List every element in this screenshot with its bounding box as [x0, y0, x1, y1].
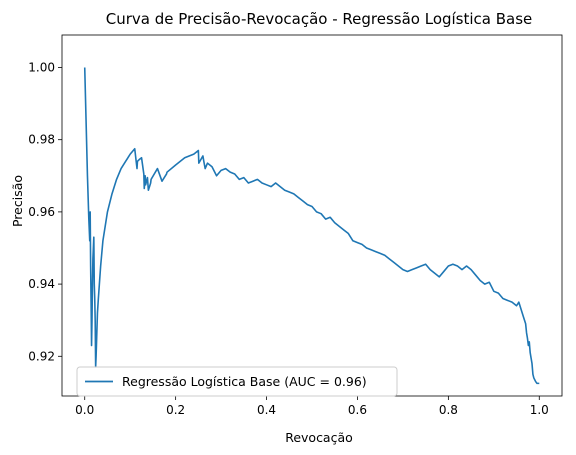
x-tick-label: 0.6	[348, 403, 367, 417]
x-tick-label: 0.4	[257, 403, 276, 417]
x-axis-label: Revocação	[285, 430, 353, 445]
plot-frame	[62, 35, 562, 396]
chart-title: Curva de Precisão-Revocação - Regressão …	[106, 10, 533, 28]
y-axis-label: Precisão	[10, 175, 25, 227]
x-tick-label: 0.8	[439, 403, 458, 417]
y-tick-label: 0.92	[28, 349, 55, 363]
y-axis-ticks: 0.92 0.94 0.96 0.98 1.00	[28, 60, 62, 363]
y-tick-label: 1.00	[28, 60, 55, 74]
y-tick-label: 0.98	[28, 133, 55, 147]
x-tick-label: 0.0	[75, 403, 94, 417]
legend-label: Regressão Logística Base (AUC = 0.96)	[122, 374, 367, 389]
y-tick-label: 0.94	[28, 277, 55, 291]
series-line-0	[85, 67, 540, 383]
y-tick-label: 0.96	[28, 205, 55, 219]
x-tick-label: 0.2	[166, 403, 185, 417]
x-axis-ticks: 0.0 0.2 0.4 0.6 0.8 1.0	[75, 396, 549, 417]
legend: Regressão Logística Base (AUC = 0.96)	[77, 367, 397, 396]
x-tick-label: 1.0	[530, 403, 549, 417]
plot-area	[62, 35, 562, 396]
